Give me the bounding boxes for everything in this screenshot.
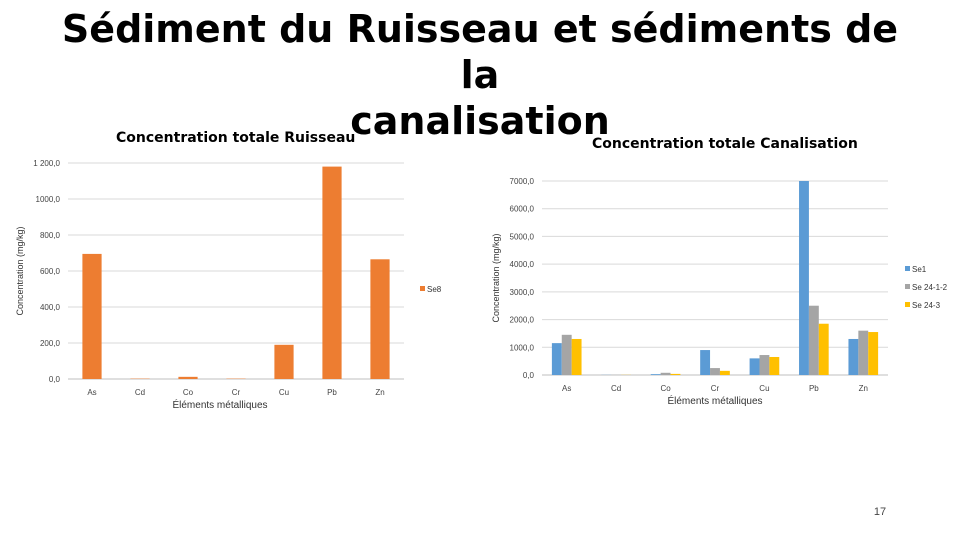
bar-se-24-1-2-cr <box>710 368 720 375</box>
y-axis-title: Concentration (mg/kg) <box>491 233 501 322</box>
legend-label: Se 24-3 <box>912 301 941 310</box>
x-tick-label: Cd <box>611 384 621 393</box>
bar-se-24-1-2-cu <box>759 355 770 375</box>
x-tick-label: Pb <box>327 388 337 397</box>
bar-se-24-3-pb <box>818 323 829 375</box>
x-tick-label: As <box>562 384 571 393</box>
y-tick-label: 7000,0 <box>510 177 535 186</box>
bar-se-24-3-as <box>571 338 582 375</box>
slide-title: Sédiment du Ruisseau et sédiments de la … <box>40 6 920 144</box>
bar-se1-co <box>650 374 661 375</box>
chart-title-canalisation: Concentration totale Canalisation <box>592 136 858 152</box>
x-axis-title: Éléments métalliques <box>667 394 762 407</box>
x-tick-label: Pb <box>809 384 819 393</box>
legend-swatch <box>905 266 910 271</box>
bar-se-24-3-cr <box>719 370 730 375</box>
x-tick-label: Zn <box>375 388 384 397</box>
y-tick-label: 6000,0 <box>510 205 535 214</box>
y-tick-label: 5000,0 <box>510 232 535 241</box>
y-tick-label: 1 200,0 <box>33 159 60 168</box>
y-tick-label: 2000,0 <box>510 316 535 325</box>
x-tick-label: Cd <box>135 388 145 397</box>
x-tick-label: Co <box>660 384 671 393</box>
bar-se-24-1-2-co <box>660 372 671 375</box>
legend-label: Se1 <box>912 265 927 274</box>
x-tick-label: Cr <box>711 384 720 393</box>
y-axis-title: Concentration (mg/kg) <box>15 226 25 315</box>
legend-label: Se8 <box>427 285 442 294</box>
x-axis-title: Éléments métalliques <box>172 398 267 411</box>
x-tick-label: Zn <box>859 384 868 393</box>
y-tick-label: 1000,0 <box>36 195 61 204</box>
page-number: 17 <box>873 506 887 518</box>
bar-se-24-3-co <box>670 373 681 375</box>
bar-se-24-1-2-pb <box>808 305 819 375</box>
bar-se8-pb <box>322 166 342 379</box>
y-tick-label: 0,0 <box>523 371 535 380</box>
bar-se8-zn <box>370 259 390 379</box>
x-tick-label: Co <box>183 388 194 397</box>
bar-se8-as <box>82 253 102 379</box>
y-tick-label: 0,0 <box>49 375 61 384</box>
chart-title-ruisseau: Concentration totale Ruisseau <box>116 130 356 146</box>
bar-se1-cu <box>749 358 760 375</box>
legend-swatch <box>905 302 910 307</box>
legend-label: Se 24-1-2 <box>912 283 948 292</box>
bar-se-24-1-2-zn <box>858 330 869 375</box>
y-tick-label: 400,0 <box>40 303 61 312</box>
legend-swatch <box>905 284 910 289</box>
slide-title-line1: Sédiment du Ruisseau et sédiments de la <box>61 7 899 97</box>
y-tick-label: 600,0 <box>40 267 61 276</box>
y-tick-label: 200,0 <box>40 339 61 348</box>
x-tick-label: As <box>87 388 96 397</box>
bar-se1-cr <box>700 350 711 375</box>
x-tick-label: Cr <box>232 388 241 397</box>
bar-se-24-1-2-as <box>561 334 572 375</box>
bar-se-24-3-zn <box>868 332 879 375</box>
bar-se1-zn <box>848 338 859 375</box>
bar-se1-as <box>551 343 562 375</box>
y-tick-label: 800,0 <box>40 231 61 240</box>
slide-title-line2: canalisation <box>350 99 610 143</box>
y-tick-label: 3000,0 <box>510 288 535 297</box>
x-tick-label: Cu <box>759 384 769 393</box>
bar-se8-co <box>178 376 198 379</box>
y-tick-label: 1000,0 <box>510 343 535 352</box>
y-tick-label: 4000,0 <box>510 260 535 269</box>
bar-se8-cu <box>274 344 294 379</box>
bar-se-24-3-cu <box>769 356 780 375</box>
bar-se1-pb <box>799 181 809 375</box>
x-tick-label: Cu <box>279 388 289 397</box>
legend-swatch <box>420 286 425 291</box>
